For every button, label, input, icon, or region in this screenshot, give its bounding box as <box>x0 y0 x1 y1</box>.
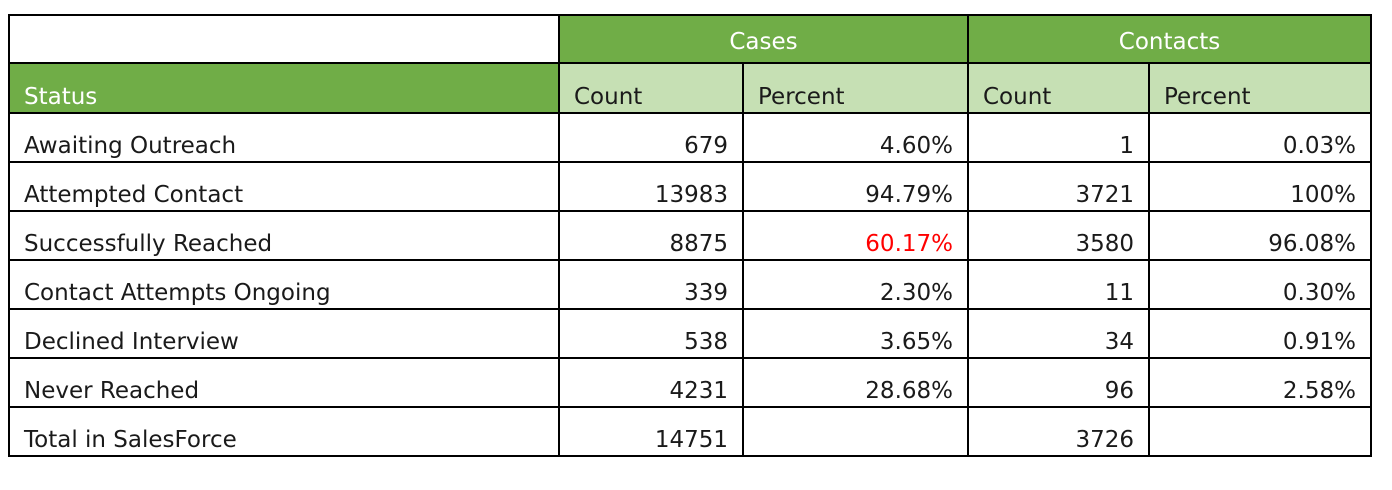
contacts-count-cell: 3580 <box>967 210 1150 261</box>
contacts-percent-cell: 100% <box>1148 161 1372 212</box>
column-header-row: Status Count Percent Count Percent <box>8 62 1372 114</box>
table-row: Attempted Contact 13983 94.79% 3721 100% <box>8 161 1372 212</box>
cases-count-cell: 4231 <box>558 357 744 408</box>
cases-count-cell: 13983 <box>558 161 744 212</box>
table-row: Total in SalesForce 14751 3726 <box>8 406 1372 457</box>
cases-percent-cell: 60.17% <box>742 210 969 261</box>
cases-count-cell: 679 <box>558 112 744 163</box>
column-header-cases-percent: Percent <box>742 62 969 114</box>
table-row: Declined Interview 538 3.65% 34 0.91% <box>8 308 1372 359</box>
contacts-count-cell: 1 <box>967 112 1150 163</box>
column-header-cases-count: Count <box>558 62 744 114</box>
contacts-count-cell: 96 <box>967 357 1150 408</box>
status-cell: Contact Attempts Ongoing <box>8 259 560 310</box>
cases-percent-cell <box>742 406 969 457</box>
group-header-cases: Cases <box>558 14 969 64</box>
contacts-percent-cell: 96.08% <box>1148 210 1372 261</box>
contacts-percent-cell: 0.30% <box>1148 259 1372 310</box>
status-cell: Awaiting Outreach <box>8 112 560 163</box>
status-cell: Total in SalesForce <box>8 406 560 457</box>
status-cell: Never Reached <box>8 357 560 408</box>
header-corner-cell <box>8 14 560 64</box>
column-header-status: Status <box>8 62 560 114</box>
contacts-count-cell: 11 <box>967 259 1150 310</box>
cases-percent-cell: 3.65% <box>742 308 969 359</box>
cases-percent-cell: 2.30% <box>742 259 969 310</box>
status-cell: Declined Interview <box>8 308 560 359</box>
column-header-contacts-percent: Percent <box>1148 62 1372 114</box>
cases-count-cell: 339 <box>558 259 744 310</box>
contacts-percent-cell: 0.91% <box>1148 308 1372 359</box>
table-header: Cases Contacts Status Count Percent Coun… <box>8 14 1372 114</box>
contacts-percent-cell: 2.58% <box>1148 357 1372 408</box>
table-row: Awaiting Outreach 679 4.60% 1 0.03% <box>8 112 1372 163</box>
contacts-count-cell: 3726 <box>967 406 1150 457</box>
table-row: Successfully Reached 8875 60.17% 3580 96.08% <box>8 210 1372 261</box>
cases-count-cell: 538 <box>558 308 744 359</box>
contacts-percent-cell: 0.03% <box>1148 112 1372 163</box>
table-row: Contact Attempts Ongoing 339 2.30% 11 0.30% <box>8 259 1372 310</box>
table-body: Awaiting Outreach 679 4.60% 1 0.03% Attempted… <box>8 112 1372 457</box>
group-header-contacts: Contacts <box>967 14 1372 64</box>
cases-count-cell: 14751 <box>558 406 744 457</box>
contacts-count-cell: 3721 <box>967 161 1150 212</box>
status-cell: Successfully Reached <box>8 210 560 261</box>
contacts-percent-cell <box>1148 406 1372 457</box>
group-header-row: Cases Contacts <box>8 14 1372 64</box>
cases-percent-cell: 4.60% <box>742 112 969 163</box>
status-cell: Attempted Contact <box>8 161 560 212</box>
column-header-contacts-count: Count <box>967 62 1150 114</box>
cases-percent-cell: 28.68% <box>742 357 969 408</box>
table-row: Never Reached 4231 28.68% 96 2.58% <box>8 357 1372 408</box>
cases-percent-cell: 94.79% <box>742 161 969 212</box>
status-table: Cases Contacts Status Count Percent Coun… <box>8 14 1372 457</box>
cases-count-cell: 8875 <box>558 210 744 261</box>
contacts-count-cell: 34 <box>967 308 1150 359</box>
